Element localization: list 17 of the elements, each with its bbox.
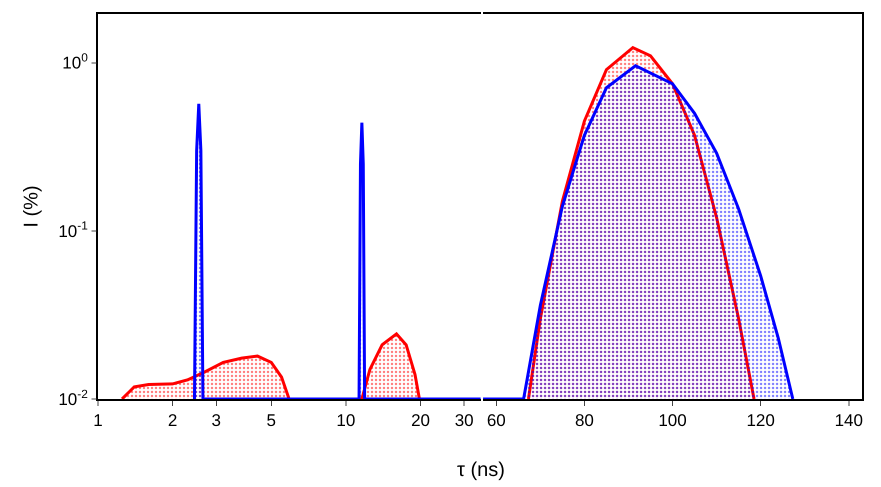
y-axis-title: I (%) [20,185,42,228]
x-tick-label: 20 [411,411,430,430]
x-tick-label: 5 [266,411,276,430]
x-tick-label: 30 [454,411,474,430]
x-tick-label: 100 [658,411,687,430]
x-tick-label: 120 [746,411,775,430]
x-tick-label: 60 [486,411,506,430]
x-axis-title: τ (ns) [457,459,505,481]
x-tick-label: 1 [93,411,103,430]
x-tick-label: 3 [212,411,222,430]
y-tick-label: 10$^{0}$ [62,50,88,73]
x-tick-label: 10 [336,411,356,430]
y-tick-label: 10$^{-2}$ [58,386,88,409]
x-tick-label: 2 [168,411,178,430]
x-tick-label: 140 [834,411,863,430]
x-tick-label: 80 [574,411,594,430]
y-tick-label: 10$^{-1}$ [58,218,88,241]
